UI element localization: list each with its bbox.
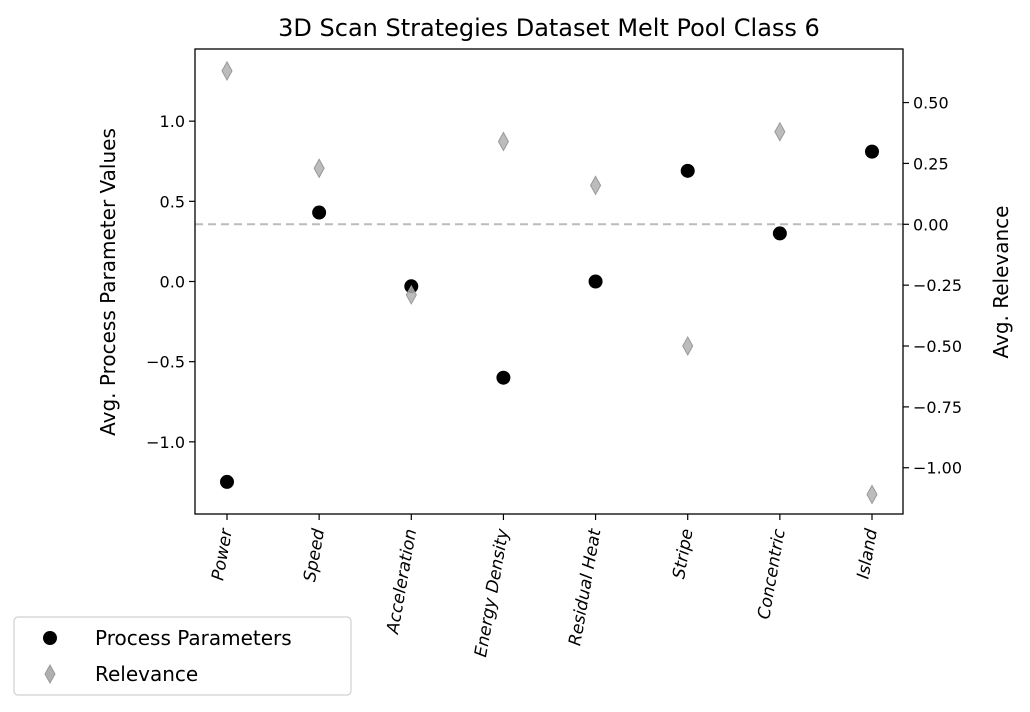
legend-label-relevance: Relevance <box>95 662 198 686</box>
plot-area: −1.0 −0.5 0.0 0.5 1.0 −1.00 −0.75 −0.50 −0.25 0.0… <box>146 60 962 659</box>
x-tick-label: Island <box>853 527 882 580</box>
process-parameter-point <box>865 144 879 159</box>
y-right-tick-label: 0.50 <box>913 94 949 113</box>
relevance-point <box>866 484 878 505</box>
process-parameter-point <box>772 226 787 241</box>
relevance-point <box>589 175 602 196</box>
y-left-tick-label: 0.5 <box>160 192 185 211</box>
y-axis-left-label: Avg. Process Parameter Values <box>96 128 120 436</box>
y-right-tick-label: −0.25 <box>913 276 962 295</box>
x-tick-label: Stripe <box>669 527 697 580</box>
x-tick-label: Energy Density <box>471 526 513 658</box>
legend-marker-relevance <box>44 663 56 685</box>
relevance-point <box>313 158 325 179</box>
x-tick-label: Speed <box>300 527 329 583</box>
relevance-point <box>405 284 417 305</box>
relevance-point <box>774 121 786 142</box>
y-left-tick-label: 1.0 <box>160 112 185 131</box>
process-parameter-point <box>220 474 234 489</box>
y-right-tick-label: 0.00 <box>913 215 949 234</box>
y-axis-right-label: Avg. Relevance <box>989 206 1013 359</box>
process-parameter-point <box>680 163 695 178</box>
legend-frame <box>13 616 352 696</box>
y-right-tick-label: 0.25 <box>913 154 949 173</box>
y-left-tick-label: −1.0 <box>146 433 185 452</box>
y-right-tick-label: −0.75 <box>913 398 962 417</box>
relevance-point <box>221 60 233 81</box>
plot-frame <box>194 48 904 515</box>
y-right-tick-label: −1.00 <box>913 459 962 478</box>
y-right-tick-label: −0.50 <box>913 337 962 356</box>
legend-label-process-parameters: Process Parameters <box>95 626 292 650</box>
process-parameter-point <box>496 370 511 385</box>
legend-marker-process-parameters <box>43 631 57 645</box>
legend: Process Parameters Relevance <box>13 616 352 696</box>
x-tick-label: Concentric <box>754 527 790 621</box>
y-left-tick-label: 0.0 <box>160 273 185 292</box>
y-left-tick-label: −0.5 <box>146 353 185 372</box>
x-tick-label: Acceleration <box>383 527 421 636</box>
x-tick-label: Residual Heat <box>565 526 605 647</box>
chart-title: 3D Scan Strategies Dataset Melt Pool Cla… <box>278 14 820 42</box>
process-parameter-point <box>588 274 603 289</box>
relevance-point <box>497 131 510 152</box>
process-parameter-point <box>312 205 327 220</box>
relevance-point <box>682 335 694 357</box>
x-tick-label: Power <box>208 526 237 582</box>
